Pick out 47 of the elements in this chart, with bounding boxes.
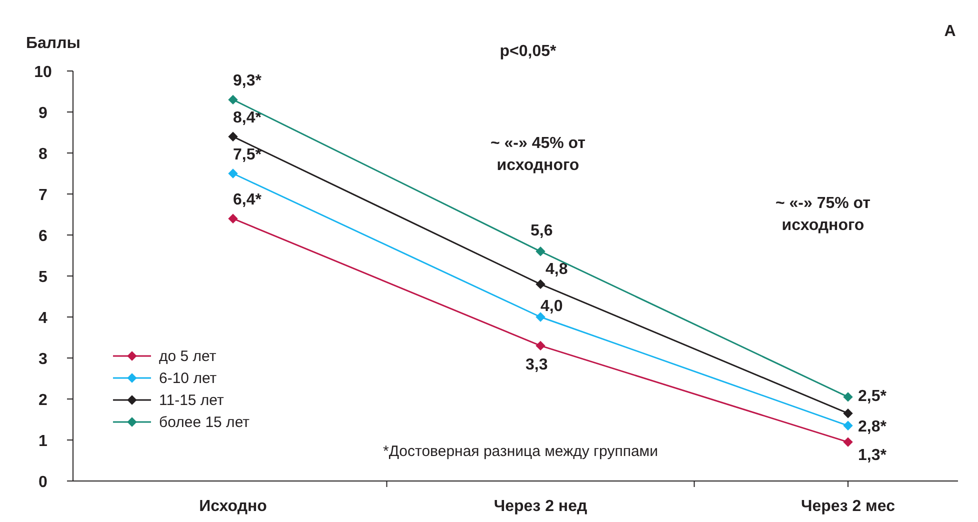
point: [228, 94, 238, 105]
y-axis-title: Баллы: [26, 35, 80, 52]
point: [536, 340, 546, 351]
y-tick-label: 8: [38, 146, 48, 163]
point-note: 1,3*: [858, 447, 886, 464]
y-tick-label: 2: [38, 392, 48, 409]
point-note: 2,5*: [858, 388, 886, 405]
data-label: 5,6: [530, 222, 553, 240]
annotation: *Достоверная разница между группами: [383, 443, 658, 460]
point: [843, 392, 853, 402]
annotation: ~ «-» 75% от исходного: [775, 195, 871, 234]
data-label: 8,4*: [233, 110, 262, 127]
legend-label: более 15 лет: [159, 414, 250, 431]
data-label: 6,4*: [233, 192, 262, 209]
y-tick-label: 0: [38, 474, 48, 491]
point: [843, 408, 853, 418]
y-tick-label: 9: [38, 105, 48, 122]
y-tick-label: 1: [38, 433, 48, 450]
text: p<0,05*: [500, 43, 558, 60]
point: [536, 279, 546, 290]
annotation: ~ «-» 45% от исходного: [490, 135, 586, 174]
y-tick-label: 7: [38, 187, 48, 204]
legend-label: 6-10 лет: [159, 370, 217, 387]
point: [228, 168, 238, 178]
point: [843, 437, 853, 447]
x-tick-label: Исходно: [199, 498, 268, 515]
data-label: 3,3: [526, 356, 548, 374]
y-tick-label: 5: [38, 269, 48, 286]
point: [843, 420, 853, 430]
text: А: [944, 23, 956, 40]
point: [228, 214, 238, 224]
x-tick-label: Через 2 мес: [801, 498, 896, 515]
y-tick-label: 6: [38, 228, 48, 245]
y-tick-label: 4: [38, 310, 48, 327]
point: [228, 132, 238, 142]
y-tick-label: 10: [34, 64, 52, 81]
legend-label: 11-15 лет: [159, 392, 224, 409]
data-label: 7,5*: [233, 146, 262, 164]
point-note: 2,8*: [858, 418, 886, 436]
data-label: 4,0: [540, 298, 563, 315]
legend-label: до 5 лет: [159, 348, 216, 365]
point: [536, 246, 546, 256]
data-label: 9,3*: [233, 72, 262, 90]
point: [536, 312, 546, 322]
y-tick-label: 3: [38, 351, 48, 368]
data-label: 4,8: [546, 261, 568, 278]
x-tick-label: Через 2 нед: [494, 498, 588, 515]
